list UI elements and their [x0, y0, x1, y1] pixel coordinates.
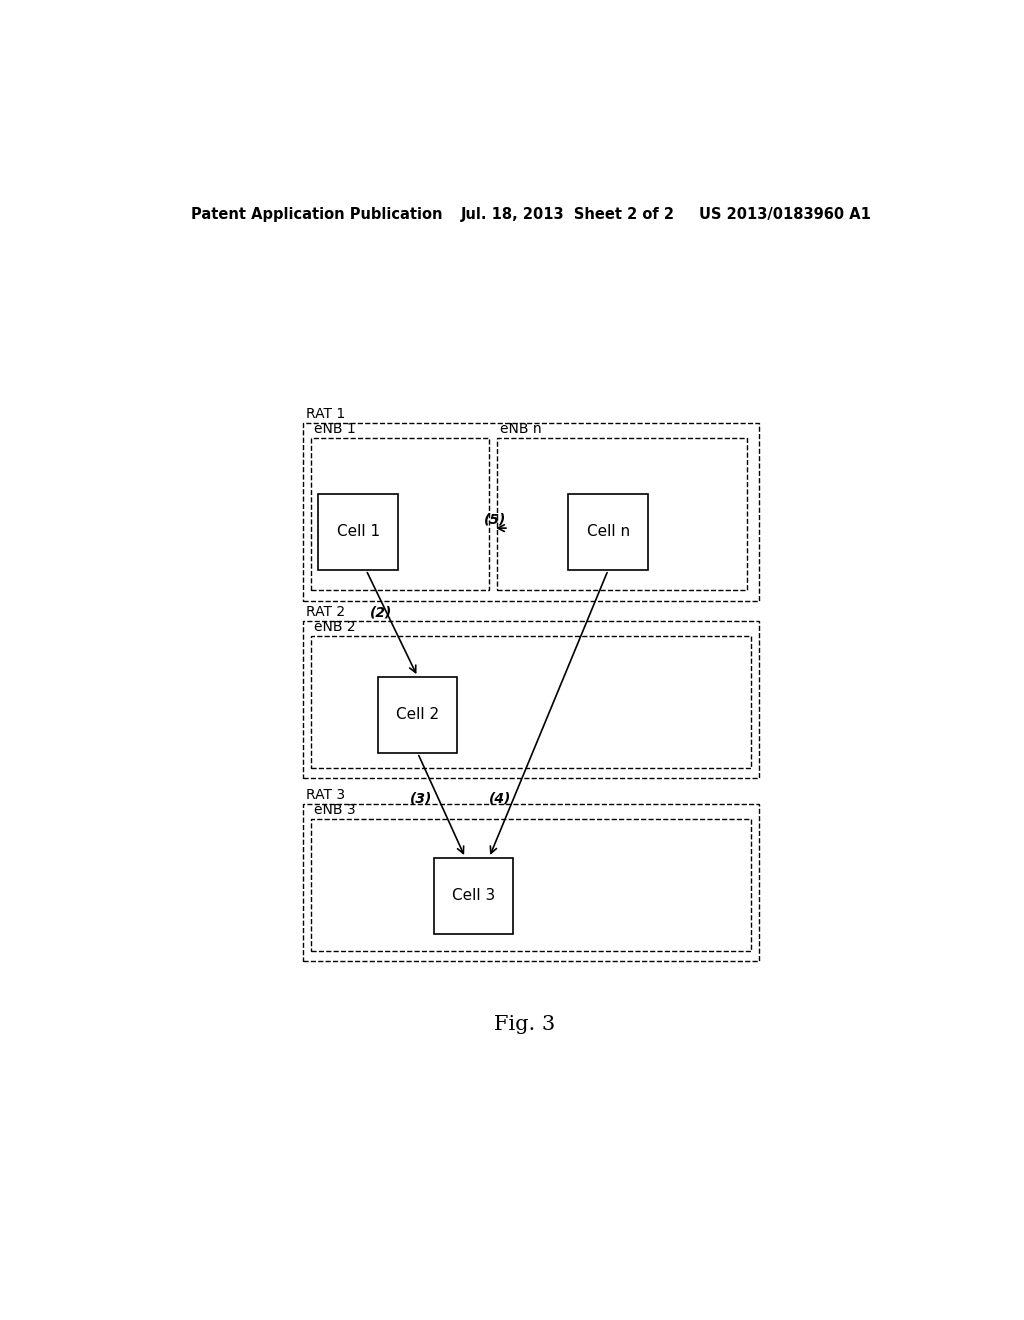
Text: RAT 2: RAT 2	[306, 605, 345, 619]
Text: Jul. 18, 2013  Sheet 2 of 2: Jul. 18, 2013 Sheet 2 of 2	[461, 207, 675, 222]
Bar	[433, 858, 513, 935]
Text: eNB 1: eNB 1	[313, 422, 355, 436]
Text: eNB 2: eNB 2	[313, 620, 355, 634]
Bar	[318, 494, 397, 570]
Text: Cell 3: Cell 3	[452, 888, 495, 903]
Bar	[310, 636, 751, 768]
Text: eNB n: eNB n	[500, 422, 542, 436]
Text: RAT 1: RAT 1	[306, 407, 345, 421]
Text: (3): (3)	[410, 792, 432, 805]
Bar	[378, 677, 458, 752]
Text: Cell n: Cell n	[587, 524, 630, 540]
Text: eNB 3: eNB 3	[313, 803, 355, 817]
Bar	[497, 438, 748, 590]
Bar	[310, 818, 751, 952]
Text: (5): (5)	[483, 512, 506, 527]
Text: (4): (4)	[489, 792, 511, 805]
Bar	[303, 804, 759, 961]
Text: Cell 1: Cell 1	[337, 524, 380, 540]
Bar	[303, 620, 759, 779]
Text: Patent Application Publication: Patent Application Publication	[191, 207, 443, 222]
Text: RAT 3: RAT 3	[306, 788, 345, 801]
Text: Cell 2: Cell 2	[396, 708, 439, 722]
Text: Fig. 3: Fig. 3	[495, 1015, 555, 1034]
Text: (2): (2)	[370, 606, 392, 619]
Text: US 2013/0183960 A1: US 2013/0183960 A1	[699, 207, 871, 222]
Bar	[303, 422, 759, 601]
Bar	[568, 494, 648, 570]
Bar	[310, 438, 489, 590]
